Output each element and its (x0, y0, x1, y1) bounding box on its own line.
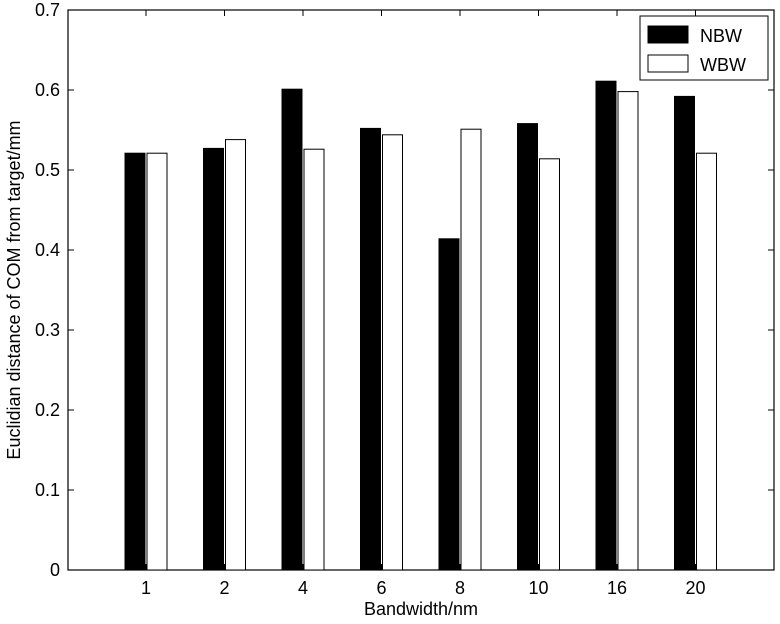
bar-wbw-20 (696, 152, 717, 571)
x-tick-label: 2 (219, 578, 229, 598)
bar-wbw-10 (539, 158, 560, 571)
bars-group (124, 80, 717, 571)
bar-wbw-1 (146, 152, 168, 571)
x-axis: 1 2 4 6 8 10 16 20 (141, 10, 706, 598)
x-tick-label: 4 (298, 578, 308, 598)
y-axis-label: Euclidian distance of COM from target/mm (4, 120, 24, 459)
x-tick-label: 1 (141, 578, 151, 598)
y-tick-label: 0.4 (35, 240, 60, 260)
y-tick-label: 0.3 (35, 320, 60, 340)
bar-nbw-8 (438, 238, 460, 571)
y-tick-label: 0.7 (35, 0, 60, 20)
bar-wbw-8 (460, 128, 482, 571)
legend-label-wbw: WBW (700, 55, 746, 75)
bar-wbw-2 (225, 139, 246, 571)
y-tick-label: 0.2 (35, 400, 60, 420)
y-tick-label: 0.6 (35, 80, 60, 100)
bar-wbw-6 (382, 134, 403, 571)
bar-nbw-10 (517, 123, 538, 571)
bar-wbw-16 (617, 91, 639, 571)
x-tick-label: 6 (376, 578, 386, 598)
x-tick-label: 10 (528, 578, 548, 598)
x-tick-label: 20 (685, 578, 705, 598)
bar-nbw-20 (674, 95, 695, 571)
legend-label-nbw: NBW (700, 26, 742, 46)
plot-area (67, 9, 775, 571)
legend: NBW WBW (639, 15, 769, 81)
y-tick-label: 0.5 (35, 160, 60, 180)
y-axis: 0 0.1 0.2 0.3 0.4 0.5 0.6 0.7 (35, 0, 774, 580)
y-tick-label: 0.1 (35, 480, 60, 500)
bar-nbw-6 (360, 127, 381, 571)
x-tick-label: 8 (455, 578, 465, 598)
bar-nbw-1 (124, 152, 146, 571)
y-tick-label: 0 (50, 560, 60, 580)
x-axis-label: Bandwidth/nm (364, 599, 478, 619)
bar-nbw-2 (203, 147, 224, 571)
x-tick-label: 16 (607, 578, 627, 598)
bar-nbw-16 (595, 80, 617, 571)
bar-nbw-4 (281, 88, 303, 571)
legend-swatch-nbw (647, 25, 689, 44)
bar-wbw-4 (303, 148, 325, 571)
legend-swatch-wbw (647, 54, 689, 73)
